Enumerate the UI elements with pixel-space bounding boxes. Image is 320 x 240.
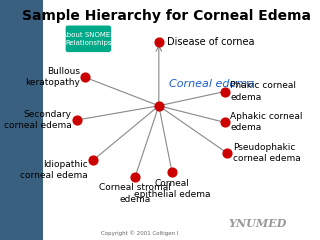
Text: Aphakic corneal
edema: Aphakic corneal edema: [230, 112, 302, 132]
Point: [225, 151, 230, 155]
Text: Corneal stromal
edema: Corneal stromal edema: [99, 184, 171, 204]
Text: About SNOMED
Relationships: About SNOMED Relationships: [61, 32, 115, 46]
Point: [156, 104, 161, 108]
Text: Phakic corneal
edema: Phakic corneal edema: [230, 82, 296, 102]
Text: Sample Hierarchy for Corneal Edema: Sample Hierarchy for Corneal Edema: [22, 8, 311, 23]
Point: [170, 170, 175, 174]
Text: YNUMED: YNUMED: [228, 218, 287, 229]
Text: Idiopathic
corneal edema: Idiopathic corneal edema: [20, 160, 88, 180]
Point: [90, 158, 95, 162]
FancyBboxPatch shape: [65, 25, 111, 52]
Text: Pseudophakic
corneal edema: Pseudophakic corneal edema: [233, 143, 300, 163]
Text: Secondary
corneal edema: Secondary corneal edema: [4, 110, 72, 130]
Point: [222, 120, 227, 124]
Point: [132, 175, 138, 179]
Text: Copyright © 2001 Coltigen I: Copyright © 2001 Coltigen I: [101, 231, 178, 236]
Text: Bullous
keratopathy: Bullous keratopathy: [25, 67, 80, 87]
Point: [156, 40, 161, 44]
Text: Corneal
epithelial edema: Corneal epithelial edema: [134, 179, 210, 199]
Text: Corneal edema: Corneal edema: [169, 79, 254, 90]
Point: [75, 118, 80, 122]
Text: Disease of cornea: Disease of cornea: [167, 37, 254, 47]
Point: [222, 90, 227, 93]
Point: [83, 75, 88, 79]
